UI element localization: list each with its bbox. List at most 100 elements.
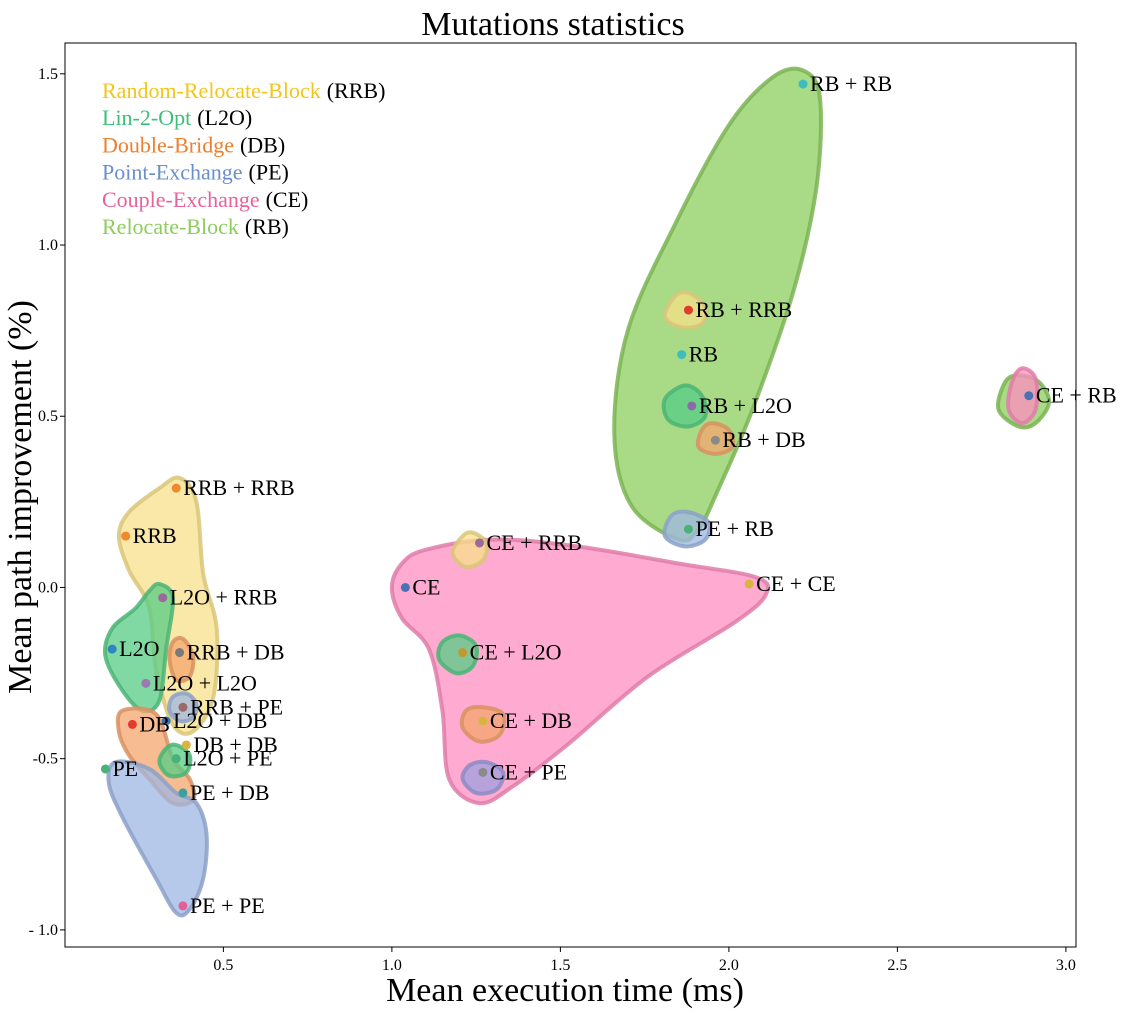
point-ce-rrb [475,538,485,548]
legend-abbr: (L2O) [197,105,252,130]
x-axis-label: Mean execution time (ms) [386,972,744,1009]
point-rb-db [710,435,720,445]
point-label-ce: CE [412,574,440,599]
point-rrb-pe [178,702,188,712]
legend-abbr: (RB) [245,214,289,239]
point-label-rrb-db: RRB + DB [187,640,285,665]
y-tick-label: - 1.0 [29,922,58,939]
cluster-region-13 [436,633,480,676]
point-label-l2o-db: L2O + DB [173,708,267,733]
point-l2o-db [161,716,171,726]
legend-name: Relocate-Block [102,214,239,239]
point-ce-ce [744,579,754,589]
point-ce-pe [478,767,488,777]
point-l2o [107,644,117,654]
legend: Random-Relocate-Block (RRB)Lin-2-Opt (L2O)… [102,78,385,239]
y-tick-label: 0.5 [38,408,58,425]
point-rrb-rrb [171,483,181,493]
legend-abbr: (RRB) [327,78,386,103]
point-label-rb-rrb: RB + RRB [695,297,792,322]
point-label-l2o: L2O [119,636,159,661]
point-label-pe-rb: PE + RB [695,516,773,541]
point-label-rb-db: RB + DB [722,427,805,452]
point-label-pe-pe: PE + PE [190,893,265,918]
point-l2o-pe [171,754,181,764]
legend-abbr: (PE) [249,160,289,185]
legend-name: Lin-2-Opt [102,105,191,130]
x-tick-label: 2.0 [719,957,739,974]
x-tick-label: 1.0 [382,957,402,974]
cluster-region-12 [450,530,489,570]
point-label-l2o-l2o: L2O + L2O [153,670,257,695]
point-label-ce-ce: CE + CE [756,571,836,596]
cluster-regions [103,66,1052,918]
point-label-rb-l2o: RB + L2O [699,393,792,418]
x-tick-label: 3.0 [1056,957,1076,974]
point-label-pe-db: PE + DB [190,780,270,805]
legend-name: Double-Bridge [102,132,234,157]
point-label-rb-rb: RB + RB [810,71,892,96]
y-axis: 1.5 1.0 0.5 0.0 -0.5 - 1.0 [29,66,65,939]
legend-entry-double-bridge: Double-Bridge (DB) [102,132,285,157]
cluster-region-11 [1006,366,1040,426]
point-label-db-db: DB + DB [193,732,278,757]
legend-entry-random-relocate-block: Random-Relocate-Block (RRB) [102,78,385,103]
point-rrb [121,531,131,541]
legend-name: Random-Relocate-Block [102,78,321,103]
point-label-rb: RB [689,342,718,367]
point-ce-l2o [458,648,468,658]
point-label-rrb: RRB [133,523,177,548]
x-tick-label: 1.5 [550,957,570,974]
legend-abbr: (DB) [240,132,285,157]
point-label-pe: PE [112,756,138,781]
legend-name: Couple-Exchange [102,187,260,212]
data-points: RB + RB RB + RRB RB CE + RB RB + L2O RB + DB R… [100,71,1117,918]
cluster-region-0 [612,66,823,543]
plot-area-frame [64,42,1077,948]
point-rb [677,350,687,360]
legend-name: Point-Exchange [102,160,243,185]
legend-entry-couple-exchange: Couple-Exchange (CE) [102,187,308,212]
cluster-region-6 [661,383,709,429]
point-label-ce-rb: CE + RB [1036,383,1117,408]
y-axis-label: Mean path improvement (%) [2,300,39,694]
point-label-ce-pe: CE + PE [490,759,567,784]
legend-abbr: (CE) [266,187,309,212]
point-ce-db [478,716,488,726]
point-label-rrb-pe: RRB + PE [190,694,283,719]
point-ce-rb [1024,391,1034,401]
cluster-region-16 [167,635,196,684]
x-tick-label: 0.5 [213,957,233,974]
x-tick-label: 2.5 [887,957,907,974]
y-tick-label: 0.0 [38,579,58,596]
point-label-l2o-pe: L2O + PE [183,746,272,771]
point-rrb-db [175,648,185,658]
cluster-region-5 [106,759,209,918]
point-l2o-l2o [141,678,151,688]
cluster-region-15 [460,759,506,796]
point-label-db: DB [139,711,170,736]
point-rb-rrb [683,305,693,315]
point-label-l2o-rrb: L2O + RRB [170,585,278,610]
point-label-ce-rrb: CE + RRB [487,530,583,555]
y-tick-label: 1.0 [38,237,58,254]
point-l2o-rrb [158,593,168,603]
point-label-ce-db: CE + DB [490,708,572,733]
point-label-ce-l2o: CE + L2O [470,640,562,665]
legend-entry-lin-2-opt: Lin-2-Opt (L2O) [102,105,252,130]
x-axis: 0.5 1.0 1.5 2.0 2.5 3.0 [213,947,1076,974]
point-rb-rb [798,79,808,89]
legend-entry-point-exchange: Point-Exchange (PE) [102,160,289,185]
point-pe-rb [683,524,693,534]
chart-title: Mutations statistics [421,6,685,43]
point-db [127,719,137,729]
legend-entry-relocate-block: Relocate-Block (RB) [102,214,289,239]
point-label-rrb-rrb: RRB + RRB [183,475,294,500]
point-pe [100,764,110,774]
point-db-db [181,740,191,750]
y-tick-label: 1.5 [38,66,58,83]
y-tick-label: -0.5 [33,751,58,768]
point-pe-db [178,788,188,798]
point-rb-l2o [687,401,697,411]
